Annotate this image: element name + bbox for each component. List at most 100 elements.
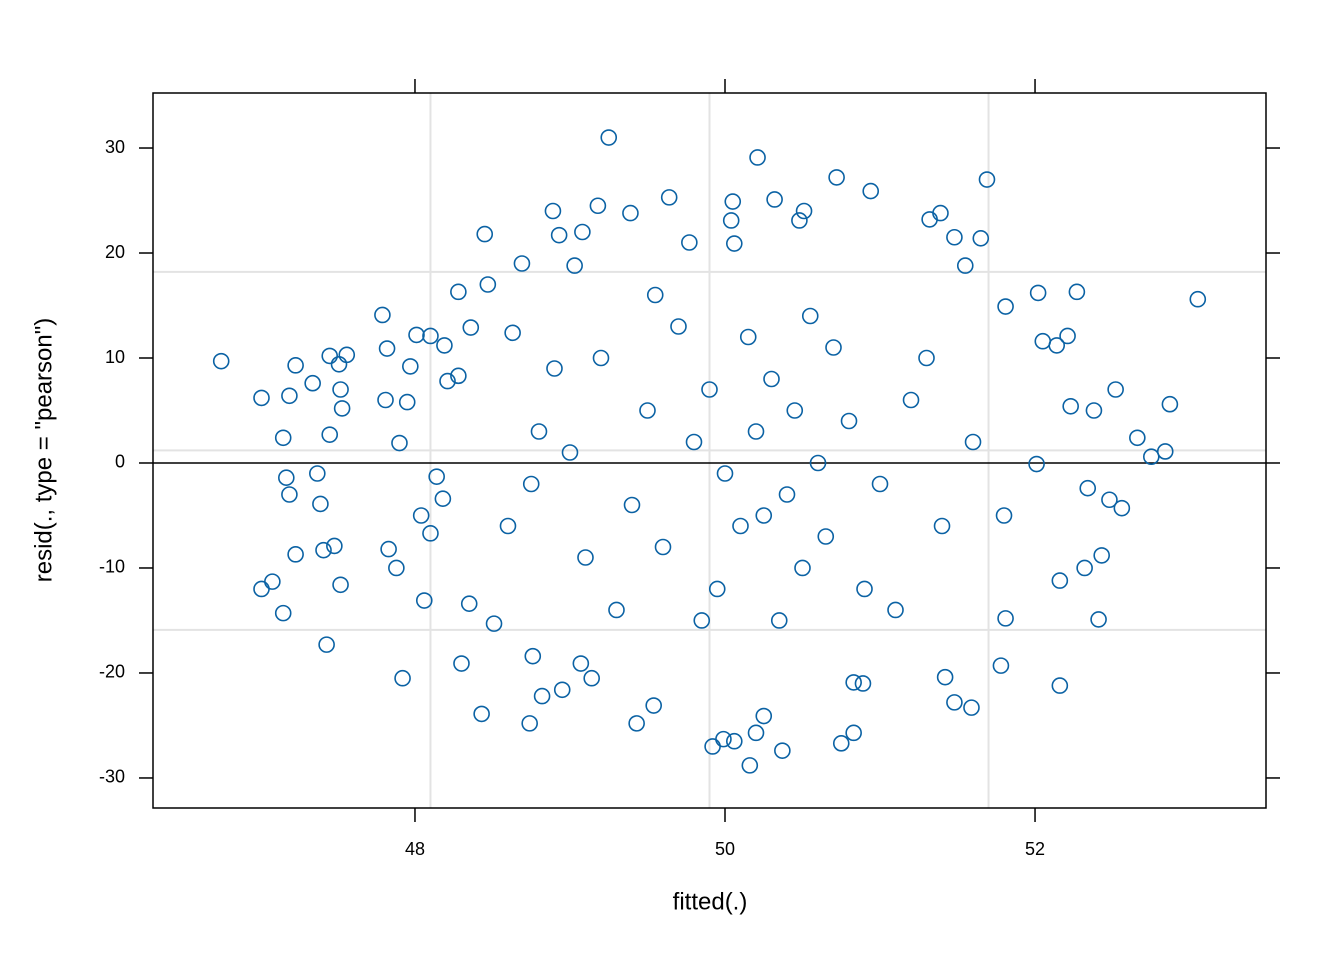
point bbox=[592, 349, 610, 367]
point bbox=[832, 735, 850, 752]
point bbox=[1028, 455, 1045, 473]
point bbox=[639, 402, 656, 419]
point bbox=[1048, 337, 1066, 354]
point bbox=[572, 655, 590, 672]
point bbox=[964, 433, 982, 451]
point bbox=[1076, 559, 1093, 577]
point bbox=[871, 475, 889, 493]
point bbox=[600, 129, 618, 146]
point bbox=[485, 615, 503, 632]
point bbox=[660, 189, 678, 206]
point bbox=[933, 517, 951, 535]
point bbox=[274, 604, 292, 622]
point bbox=[473, 705, 490, 723]
y-tick-label: 30 bbox=[105, 137, 125, 157]
point bbox=[794, 559, 811, 577]
point bbox=[338, 346, 356, 364]
point bbox=[715, 730, 732, 748]
point bbox=[550, 226, 568, 244]
point bbox=[774, 742, 791, 759]
point bbox=[997, 298, 1014, 315]
point bbox=[1090, 611, 1107, 628]
point bbox=[817, 528, 835, 545]
point bbox=[380, 540, 397, 558]
point bbox=[766, 191, 783, 208]
point bbox=[321, 426, 339, 443]
point bbox=[747, 423, 765, 440]
point bbox=[622, 204, 639, 222]
point bbox=[439, 372, 456, 390]
point bbox=[726, 235, 743, 252]
point bbox=[724, 193, 742, 210]
point bbox=[436, 337, 453, 354]
point bbox=[763, 370, 780, 388]
point bbox=[318, 636, 335, 653]
point bbox=[995, 507, 1013, 524]
point bbox=[786, 402, 804, 419]
point bbox=[460, 595, 478, 612]
point bbox=[561, 444, 579, 461]
point bbox=[453, 655, 470, 672]
point bbox=[608, 601, 625, 619]
point bbox=[533, 687, 551, 705]
point bbox=[546, 360, 563, 377]
point bbox=[402, 358, 419, 375]
point bbox=[422, 327, 439, 345]
point bbox=[434, 490, 452, 507]
y-tick-label: 20 bbox=[105, 242, 125, 262]
point bbox=[1107, 381, 1124, 398]
point bbox=[932, 204, 949, 222]
point bbox=[374, 306, 391, 324]
point bbox=[1051, 677, 1069, 694]
point bbox=[825, 339, 842, 356]
point bbox=[304, 374, 321, 392]
point bbox=[828, 169, 845, 186]
point bbox=[330, 356, 348, 373]
point bbox=[1142, 448, 1160, 465]
point bbox=[513, 255, 531, 272]
point bbox=[670, 318, 687, 335]
x-axis-label: fitted(.) bbox=[673, 888, 748, 915]
point bbox=[992, 657, 1010, 674]
point bbox=[963, 699, 980, 716]
point bbox=[795, 202, 813, 220]
point bbox=[450, 283, 467, 301]
point bbox=[253, 389, 270, 407]
point bbox=[479, 276, 497, 293]
point bbox=[623, 496, 641, 514]
point bbox=[845, 674, 862, 691]
y-tick-label: -30 bbox=[99, 767, 125, 787]
point bbox=[428, 468, 445, 485]
point bbox=[522, 475, 540, 493]
point bbox=[394, 669, 411, 687]
point bbox=[946, 228, 963, 246]
plot-frame bbox=[152, 92, 1267, 809]
point bbox=[212, 352, 230, 370]
point bbox=[972, 230, 990, 247]
point bbox=[309, 465, 326, 482]
point bbox=[253, 580, 270, 598]
point bbox=[264, 573, 281, 590]
point bbox=[476, 225, 494, 243]
point bbox=[281, 387, 298, 405]
point bbox=[739, 328, 757, 346]
point bbox=[791, 212, 808, 229]
point bbox=[856, 580, 873, 598]
point bbox=[770, 612, 788, 629]
point bbox=[997, 610, 1014, 627]
point bbox=[408, 326, 425, 344]
point bbox=[412, 507, 430, 524]
point bbox=[726, 732, 743, 750]
point bbox=[755, 707, 773, 725]
point bbox=[499, 517, 517, 535]
point bbox=[1079, 479, 1097, 497]
point bbox=[1051, 572, 1069, 589]
point bbox=[589, 197, 607, 215]
point bbox=[1062, 397, 1079, 415]
point bbox=[685, 433, 703, 451]
point bbox=[902, 391, 920, 409]
point bbox=[504, 324, 521, 342]
y-axis-label: resid(., type = "pearson") bbox=[30, 318, 57, 583]
